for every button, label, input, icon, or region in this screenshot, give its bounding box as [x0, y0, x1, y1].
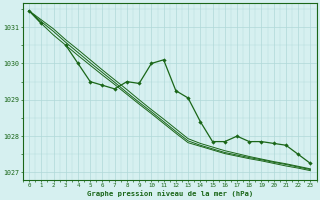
X-axis label: Graphe pression niveau de la mer (hPa): Graphe pression niveau de la mer (hPa): [87, 190, 253, 197]
